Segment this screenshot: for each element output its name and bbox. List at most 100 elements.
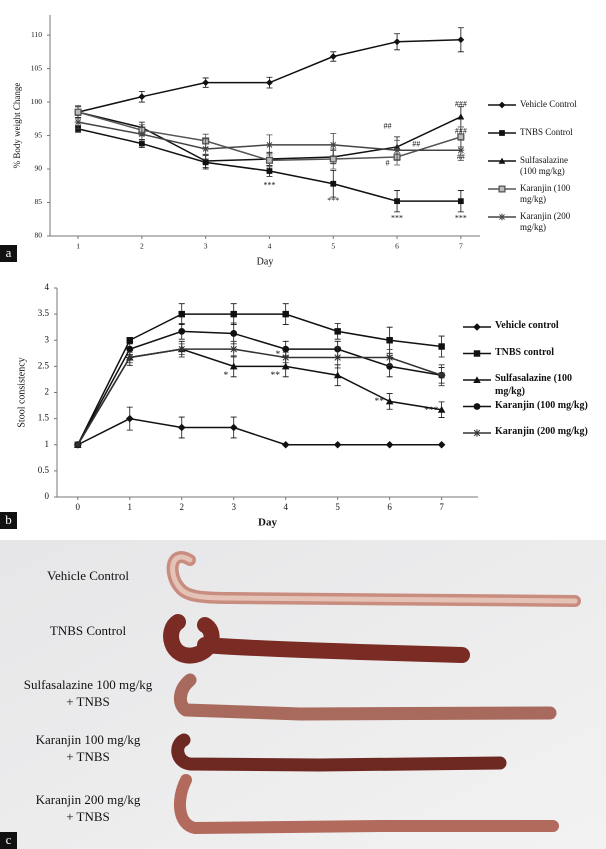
y-tick-label: 0 [45,491,50,501]
legend-label: Karanjin (100 mg/kg) [495,399,588,411]
annotation: ## [457,152,465,161]
y-tick-label: 90 [35,164,43,173]
data-point [330,180,337,187]
x-tick-label: 4 [283,502,288,512]
data-point [386,337,393,344]
y-tick-label: 4 [45,282,50,292]
data-point [125,353,134,362]
data-point [385,353,394,362]
photo-label: + TNBS [66,809,110,824]
photo-label: Karanjin 200 mg/kg [36,792,141,807]
y-tick-label: 0.5 [38,465,50,475]
y-tick-label: 85 [35,197,43,206]
data-point [125,414,134,423]
data-point [266,79,273,87]
legend-label: TNBS Control [520,126,573,137]
colon-karanjin-100 [171,733,507,772]
x-tick-label: 7 [459,242,463,251]
annotation: *** [455,213,467,222]
legend-marker [473,403,481,410]
data-point [177,345,186,353]
y-axis-label: % Body weight Change [12,83,22,169]
y-tick-label: 100 [31,97,43,106]
legend-label: Karanjin (100 mg/kg) [520,182,571,205]
annotation: *** [263,181,275,190]
x-axis-label: Day [258,517,277,529]
x-tick-label: 1 [76,242,80,251]
data-point [457,36,465,44]
annotation: *** [391,213,403,222]
legend-label: TNBS control [495,346,554,358]
panel-label: c [6,832,12,847]
x-axis-label: Day [257,256,274,267]
y-tick-label: 1 [45,439,50,449]
data-point [266,168,273,174]
y-axis-label: Stool consistency [16,357,27,427]
data-point [178,327,186,335]
panel-label-box [0,245,17,262]
data-point [437,440,446,449]
y-tick-label: 80 [35,231,43,240]
colon-sulfasalazine [174,673,557,721]
series-line [77,39,461,113]
annotation: *** [424,406,439,416]
photo-background [0,540,606,849]
panel-label: b [5,512,12,527]
panel-label-box [0,832,17,849]
data-point [281,440,290,449]
x-tick-label: 3 [231,502,236,512]
x-tick-label: 5 [335,502,340,512]
colon-karanjin-200 [174,774,559,834]
data-point [281,362,290,370]
series-line [77,348,442,446]
legend-label: Sulfasalazine (100 mg/kg) [495,373,572,397]
x-tick-label: 7 [439,502,444,512]
data-point [282,345,290,353]
data-point [138,140,145,147]
x-tick-label: 2 [179,502,184,512]
legend-marker [473,350,481,357]
x-tick-label: 0 [76,502,81,512]
data-point [74,108,82,116]
data-point [393,146,401,154]
data-point [202,145,210,153]
annotation: ** [374,397,384,407]
legend-marker [499,130,505,136]
annotation: ## [383,122,391,131]
data-point [126,337,133,344]
data-point [229,362,238,370]
photo-label: Sulfasalazine 100 mg/kg [24,677,153,692]
annotation: *** [327,196,339,205]
data-point [334,328,341,335]
x-tick-label: 3 [204,242,208,251]
series-line [77,313,442,446]
data-point [138,93,146,101]
data-point [393,38,401,46]
legend-marker [498,101,506,109]
y-tick-label: 95 [35,130,43,139]
data-point [394,198,400,205]
data-point [333,353,342,362]
data-point [178,310,185,318]
x-tick-label: 4 [268,242,272,251]
y-tick-label: 2 [45,387,50,397]
colon-vehicle-highlight [170,554,578,604]
data-point [282,310,289,318]
data-point [74,118,82,126]
data-point [329,155,337,163]
series-line [77,330,442,446]
annotation: * [276,350,281,360]
legend-marker [473,429,481,437]
photo-label: Vehicle Control [47,568,129,583]
data-point [438,343,445,350]
data-point [229,345,238,353]
data-point [281,353,290,362]
annotation: ** [271,371,281,381]
data-point [265,156,274,164]
y-tick-label: 110 [31,30,42,39]
data-point [177,423,186,432]
data-point [457,198,464,205]
data-point [230,330,238,337]
y-tick-label: 3.5 [38,308,50,318]
